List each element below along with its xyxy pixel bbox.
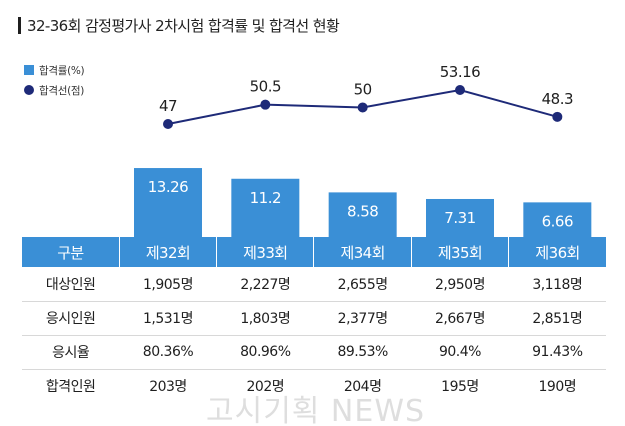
table-cell: 2,667명 [411,301,509,336]
line-label-5: 48.3 [542,90,573,108]
bar-label-5: 6.66 [542,212,573,230]
table-header-row: 구분 제32회 제33회 제34회 제35회 제36회 [22,237,606,267]
table-row: 응시율 80.36% 80.96% 89.53% 90.4% 91.43% [22,335,606,370]
table-cell: 응시율 [22,335,120,370]
table-cell: 203명 [149,379,187,396]
table-cell: 204명 [343,379,382,396]
legend-item-pass-rate: 합격률(%) [24,60,85,80]
legend-line-swatch [24,85,34,95]
table-cell: 3,118명 [508,267,606,302]
table-cell: 2,655명 [313,267,412,302]
line-point-4 [455,85,465,95]
table-header-cell: 제35회 [411,237,510,267]
bar-1 [134,168,202,237]
table-header-cell: 제33회 [216,237,315,267]
legend-label-pass-rate: 합격률(%) [39,64,85,77]
table-header-cell: 제34회 [313,237,412,267]
table-row: 응시인원 1,531명 1,803명 2,377명 2,667명 2,851명 [22,301,606,336]
line-label-2: 50.5 [250,78,281,96]
table-cell: 80.36% [119,335,217,370]
bar-label-2: 11.2 [250,189,281,207]
line-label-3: 50 [354,80,372,98]
line-point-1 [163,119,173,129]
chart-title-text: 32-36회 감정평가사 2차시험 합격률 및 합격선 현황 [27,16,340,35]
table-cell: 89.53% [313,335,412,370]
line-point-3 [357,102,368,113]
table-cell: 2,851명 [508,301,606,336]
bar-2 [231,178,300,237]
table-cell: 202명 [246,379,285,396]
table-cell: 80.96% [216,335,314,370]
line-label-4: 53.16 [440,63,480,81]
table-cell: 2,950명 [411,267,509,302]
bar-4 [426,198,494,237]
bar-3 [328,192,397,237]
combo-chart: 13.26 11.2 8.58 7.31 6.66 47 50.5 50 53.16 48.3 [134,63,592,237]
line-label-1: 47 [159,97,177,115]
line-point-2 [260,99,271,110]
table-cell: 195명 [441,379,479,396]
table-cell: 합격인원 [45,379,96,396]
table-cell: 2,227명 [216,267,314,302]
table-cell: 2,377명 [313,301,412,336]
table-row: 대상인원 1,905명 2,227명 2,655명 2,950명 3,118명 [22,267,606,302]
legend-bar-swatch [24,65,34,75]
bar-5 [523,202,592,237]
table-row: 합격인원 203명 202명 204명 195명 190명 [22,369,606,403]
data-table: 구분 제32회 제33회 제34회 제35회 제36회 대상인원 1,905명 … [22,237,606,403]
table-header-cell: 제32회 [119,237,218,267]
table-cell: 1,531명 [119,301,217,336]
bar-label-4: 7.31 [444,209,475,227]
table-cell: 응시인원 [22,301,120,336]
table-cell: 1,803명 [216,301,314,336]
table-cell: 대상인원 [22,267,120,302]
bar-label-1: 13.26 [148,178,188,196]
legend-label-cutoff: 합격선(점) [39,84,85,97]
table-cell: 1,905명 [119,267,217,302]
table-cell: 190명 [538,379,577,396]
title-accent-bar [18,16,21,34]
chart-title: 32-36회 감정평가사 2차시험 합격률 및 합격선 현황 [18,14,340,36]
legend-item-cutoff: 합격선(점) [24,80,84,100]
table-cell: 90.4% [411,335,509,370]
chart-legend: 합격률(%) 합격선(점) [24,60,85,100]
table-header-cell: 구분 [22,237,120,267]
line-point-5 [552,111,563,122]
table-cell: 91.43% [508,335,606,370]
table-header-cell: 제36회 [508,237,606,267]
bar-label-3: 8.58 [347,202,378,220]
watermark: 고시기획 NEWS [206,394,426,426]
